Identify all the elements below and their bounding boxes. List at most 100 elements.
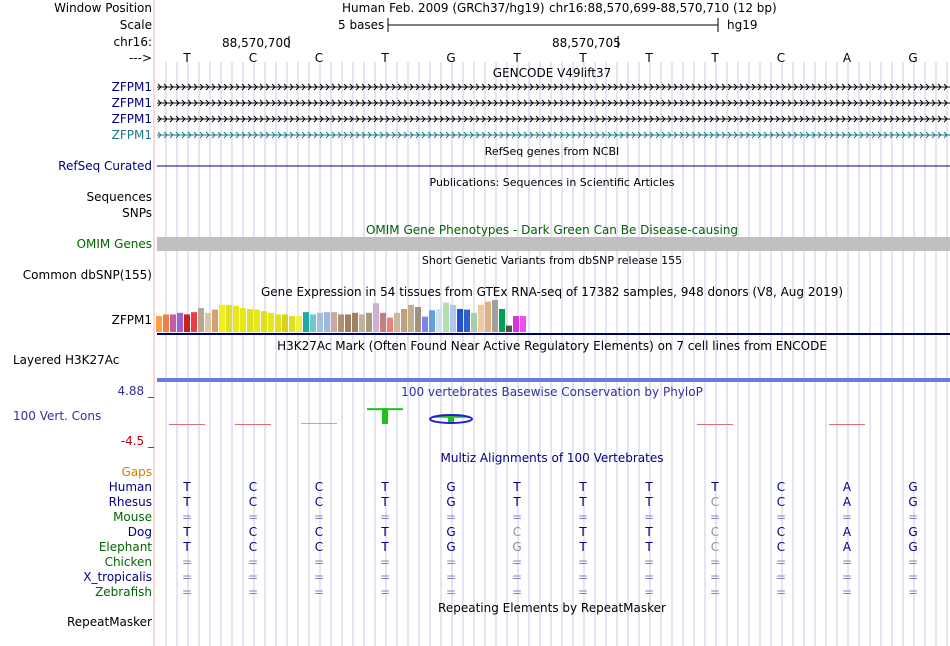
strand-chevrons [157,99,948,107]
gtex-tissue-bar[interactable] [499,308,505,332]
gtex-tissue-bar[interactable] [436,308,442,332]
gtex-tissue-bar[interactable] [457,308,463,332]
gtex-tissue-bar[interactable] [415,307,421,332]
gtex-tissue-bar[interactable] [352,312,358,332]
gtex-track-label[interactable]: ZFPM1 [111,313,152,327]
aligned-base: G [446,540,456,554]
chrom-label: chr16: [113,35,152,49]
gtex-tissue-bar[interactable] [219,304,225,332]
aligned-base: T [645,540,653,554]
strand-chevrons [157,115,948,123]
gtex-tissue-bar[interactable] [310,314,316,332]
aligned-base: = [577,555,589,569]
gtex-tissue-bar[interactable] [156,316,162,332]
gtex-tissue-bar[interactable] [303,312,309,332]
gtex-tissue-bar[interactable] [268,312,274,332]
multiz-species-label[interactable]: Mouse [113,510,152,524]
gtex-tissue-bar[interactable] [401,308,407,332]
gtex-tissue-bar[interactable] [170,314,176,332]
gtex-tissue-bar[interactable] [422,316,428,332]
gtex-tissue-bar[interactable] [450,304,456,332]
omim-gene-bar[interactable] [157,237,950,251]
aligned-base: = [313,510,325,524]
phylop-negative-score[interactable] [697,424,733,425]
multiz-species-label[interactable]: Zebrafish [95,585,152,599]
gtex-tissue-bar[interactable] [359,314,365,332]
gtex-tissue-bar[interactable] [506,325,512,332]
gtex-tissue-bar[interactable] [282,314,288,332]
phylop-score-bar[interactable] [382,408,388,424]
multiz-species-label[interactable]: Rhesus [108,495,152,509]
gtex-tissue-bar[interactable] [485,301,491,332]
gtex-tissue-bar[interactable] [366,312,372,332]
gtex-tissue-bar[interactable] [387,317,393,332]
phylop-negative-score[interactable] [235,424,271,425]
gtex-tissue-bar[interactable] [233,305,239,332]
gtex-tissue-bar[interactable] [394,312,400,332]
phylop-negative-score[interactable] [169,424,205,425]
repeatmasker-track-label[interactable]: RepeatMasker [66,615,152,629]
phylop-negative-score[interactable] [829,424,865,425]
gtex-tissue-bar[interactable] [345,314,351,332]
gencode-transcript-label[interactable]: ZFPM1 [111,96,152,110]
gtex-tissue-bar[interactable] [380,312,386,332]
sequence-base: C [776,51,786,65]
gtex-tissue-bar[interactable] [275,314,281,332]
gtex-tissue-bar[interactable] [471,312,477,332]
gencode-transcript-label[interactable]: ZFPM1 [111,80,152,94]
multiz-species-label[interactable]: Human [108,480,152,494]
gtex-tissue-bar[interactable] [324,312,330,332]
gtex-tissue-bar[interactable] [429,310,435,332]
phylop-track-label[interactable]: 100 Vert. Cons [13,409,102,423]
multiz-species-label[interactable]: Chicken [104,555,152,569]
omim-track-label[interactable]: OMIM Genes [76,237,152,251]
aligned-base: = [247,570,259,584]
strand-arrow-label[interactable]: ---> [128,51,152,65]
gtex-tissue-bar[interactable] [317,312,323,332]
gencode-transcript-label[interactable]: ZFPM1 [111,112,152,126]
gtex-tissue-bar[interactable] [373,303,379,332]
gtex-tissue-bar[interactable] [478,304,484,332]
multiz-gaps-label[interactable]: Gaps [121,465,152,479]
phylop-positive-score[interactable] [301,423,337,424]
refseq-track-label[interactable]: RefSeq Curated [58,159,152,173]
publications-snps-label[interactable]: SNPs [122,206,152,220]
multiz-species-label[interactable]: X_tropicalis [83,570,152,584]
gtex-tissue-bar[interactable] [254,309,260,332]
gtex-tissue-bar[interactable] [338,314,344,332]
publications-sequences-label[interactable]: Sequences [86,190,152,204]
aligned-base: T [579,480,587,494]
gtex-tissue-bar[interactable] [296,316,302,332]
gtex-tissue-bar[interactable] [443,302,449,332]
gtex-tissue-bar[interactable] [198,308,204,332]
gtex-tissue-bar[interactable] [240,308,246,332]
aligned-base: = [577,570,589,584]
dbsnp-track-title: Short Genetic Variants from dbSNP releas… [421,254,683,267]
scale-assembly: hg19 [727,18,758,32]
gtex-tissue-bar[interactable] [247,308,253,332]
refseq-track-title: RefSeq genes from NCBI [484,145,620,158]
gtex-tissue-bar[interactable] [261,311,267,332]
gtex-tissue-bar[interactable] [205,312,211,332]
multiz-species-label[interactable]: Elephant [98,540,152,554]
gtex-tissue-bar[interactable] [163,314,169,332]
gtex-tissue-bar[interactable] [331,312,337,332]
gtex-tissue-bar[interactable] [184,314,190,332]
gtex-tissue-bar[interactable] [226,304,232,332]
gtex-tissue-bar[interactable] [212,309,218,332]
multiz-species-label[interactable]: Dog [127,525,152,539]
gtex-tissue-bar[interactable] [520,316,526,332]
gtex-tissue-bar[interactable] [513,316,519,332]
gtex-tissue-bar[interactable] [492,300,498,332]
phylop-score-bar[interactable] [448,415,454,424]
gtex-tissue-bar[interactable] [191,312,197,332]
dbsnp-track-label[interactable]: Common dbSNP(155) [22,268,152,282]
gtex-tissue-bar[interactable] [464,309,470,332]
gtex-tissue-bar[interactable] [289,316,295,332]
h3k27ac-track-label[interactable]: Layered H3K27Ac [13,353,120,367]
gtex-tissue-bar[interactable] [408,304,414,332]
coordinate-tick-2: 88,570,705 [552,36,621,50]
gtex-tissue-bar[interactable] [177,312,183,332]
gencode-transcript-label[interactable]: ZFPM1 [111,128,152,142]
